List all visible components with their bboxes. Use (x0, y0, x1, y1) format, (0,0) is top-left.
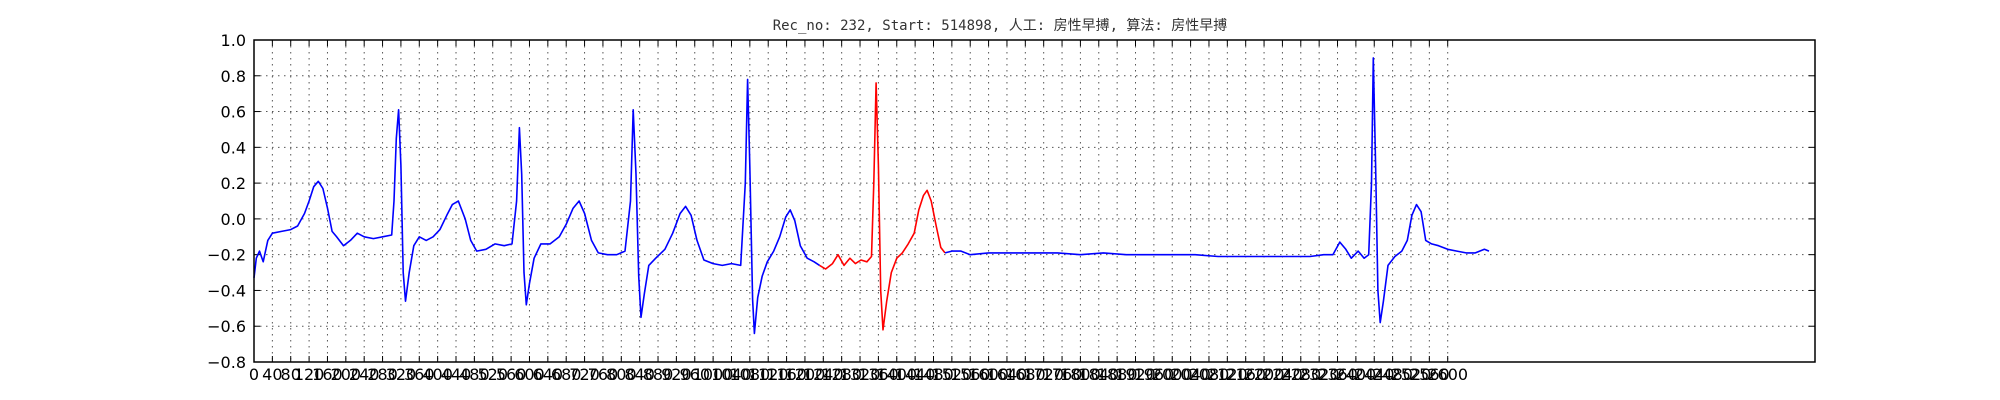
series-lines (253, 57, 1490, 335)
chart-title: Rec_no: 232, Start: 514898, 人工: 房性早搏, 算法… (773, 17, 1228, 34)
ecg-series-line-3 (944, 57, 1490, 324)
y-tick-label: −0.8 (207, 353, 246, 372)
x-tick-label: 800 (606, 365, 637, 384)
x-tick-label: 2040 (1170, 365, 1211, 384)
x-tick-label: 2560 (1409, 365, 1450, 384)
x-tick-label: 520 (477, 365, 508, 384)
x-tick-label: 280 (367, 365, 398, 384)
x-tick-label: 40 (262, 365, 282, 384)
x-tick-label: 480 (459, 365, 490, 384)
x-tick-label: 0 (249, 365, 259, 384)
x-tick-label: 2480 (1372, 365, 1413, 384)
x-tick-label: 1200 (785, 365, 826, 384)
x-tick-label: 160 (312, 365, 343, 384)
y-tick-label: −0.6 (207, 317, 246, 336)
x-tick-label: 1720 (1023, 365, 1064, 384)
x-tick-label: 560 (496, 365, 527, 384)
x-tick-label: 2000 (1152, 365, 1193, 384)
y-tick-label: 0.4 (221, 138, 246, 157)
x-tick-label: 1040 (711, 365, 752, 384)
x-tick-label: 1280 (821, 365, 862, 384)
x-tick-label: 1640 (987, 365, 1028, 384)
y-tick-label: 0.6 (221, 103, 246, 122)
y-axis: 1.0 0.8 0.6 0.4 0.2 0.0 −0.2 −0.4 −0.6 −0.8 (207, 31, 1815, 372)
x-tick-label: 2400 (1336, 365, 1377, 384)
y-tick-label: −0.2 (207, 246, 246, 265)
x-tick-label: 720 (569, 365, 600, 384)
x-tick-label: 1080 (729, 365, 770, 384)
x-tick-label: 80 (281, 365, 301, 384)
y-tick-label: −0.4 (207, 281, 246, 300)
y-tick-label: 1.0 (221, 31, 246, 50)
x-tick-label: 1800 (1060, 365, 1101, 384)
grid (254, 40, 1815, 362)
x-tick-label: 400 (422, 365, 453, 384)
x-tick-label: 1680 (1005, 365, 1046, 384)
x-tick-label: 440 (441, 365, 472, 384)
x-tick-label: 920 (661, 365, 692, 384)
x-tick-label: 1480 (913, 365, 954, 384)
x-tick-label: 840 (624, 365, 655, 384)
x-axis: 0 408012016020024028032036040044048052056… (249, 40, 1468, 384)
x-tick-label: 1960 (1134, 365, 1175, 384)
y-tick-label: 0.8 (221, 67, 246, 86)
ecg-series-line-1 (253, 78, 821, 335)
x-tick-label: 240 (349, 365, 380, 384)
x-tick-label: 2200 (1244, 365, 1285, 384)
x-tick-label: 1320 (840, 365, 881, 384)
x-tick-label: 1240 (803, 365, 844, 384)
x-tick-label: 1440 (895, 365, 936, 384)
x-tick-label: 1120 (748, 365, 789, 384)
x-tick-label: 1560 (950, 365, 991, 384)
x-tick-label: 1160 (766, 365, 807, 384)
x-tick-label: 2280 (1280, 365, 1321, 384)
x-tick-label: 320 (386, 365, 417, 384)
x-tick-label: 2120 (1207, 365, 1248, 384)
x-tick-label: 2600 (1427, 365, 1468, 384)
x-tick-label: 2240 (1262, 365, 1303, 384)
x-tick-label: 1000 (693, 365, 734, 384)
x-tick-label: 1360 (858, 365, 899, 384)
x-tick-label: 1600 (968, 365, 1009, 384)
x-tick-label: 1920 (1115, 365, 1156, 384)
x-tick-label: 200 (331, 365, 362, 384)
x-tick-label: 2080 (1189, 365, 1230, 384)
y-tick-label: 0.2 (221, 174, 246, 193)
x-tick-label: 600 (514, 365, 545, 384)
x-tick-label: 1520 (931, 365, 972, 384)
x-tick-label: 1880 (1097, 365, 1138, 384)
x-tick-label: 960 (679, 365, 710, 384)
x-tick-label: 2360 (1317, 365, 1358, 384)
x-tick-label: 120 (294, 365, 325, 384)
x-tick-label: 360 (404, 365, 435, 384)
x-tick-label: 640 (533, 365, 564, 384)
x-tick-label: 2320 (1299, 365, 1340, 384)
plot-frame (253, 39, 1816, 363)
x-tick-label: 2160 (1225, 365, 1266, 384)
x-tick-label: 680 (551, 365, 582, 384)
x-tick-label: 1840 (1078, 365, 1119, 384)
y-tick-label: 0.0 (221, 210, 246, 229)
x-tick-label: 880 (643, 365, 674, 384)
x-tick-label: 760 (588, 365, 619, 384)
x-tick-label: 2520 (1391, 365, 1432, 384)
x-tick-label: 1760 (1042, 365, 1083, 384)
x-tick-label: 2440 (1354, 365, 1395, 384)
x-tick-label: 1400 (876, 365, 917, 384)
ecg-series-line-2 (819, 82, 946, 331)
